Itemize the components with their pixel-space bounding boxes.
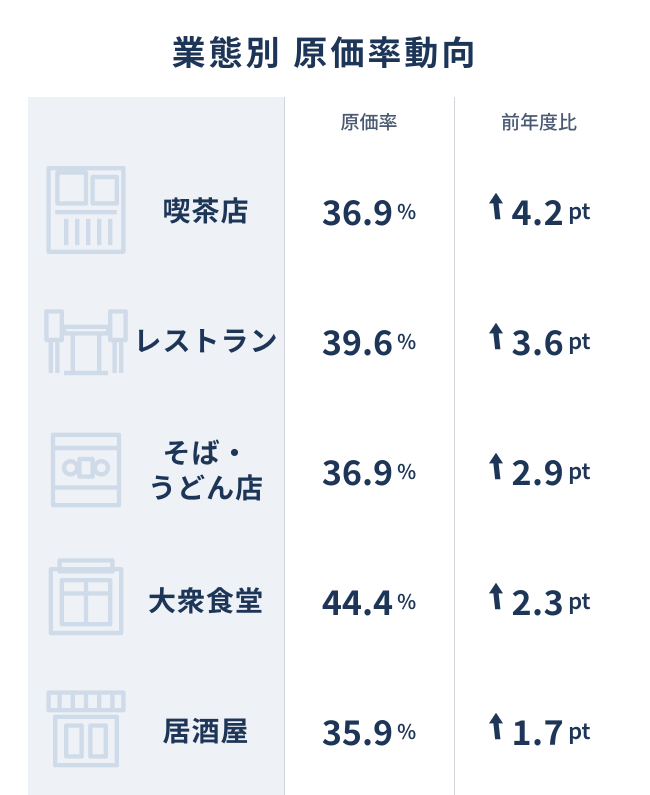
rate-cell-izakaya: 35.9%: [284, 665, 454, 795]
rate-cell-restaurant: 39.6%: [284, 275, 454, 405]
header-delta: 前年度比: [454, 97, 624, 145]
header-rate: 原価率: [284, 97, 454, 145]
trend-arrow-icon: [487, 321, 505, 356]
delta-unit: pt: [568, 194, 590, 226]
trend-arrow-icon: [487, 191, 505, 226]
diner-icon: [40, 535, 132, 665]
restaurant-icon: [40, 275, 132, 405]
up-arrow-icon: [487, 581, 505, 611]
category-label: レストラン: [132, 323, 284, 358]
rate-cell-soba: 36.9%: [284, 405, 454, 535]
trend-arrow-icon: [487, 451, 505, 486]
delta-value: 1.7: [511, 706, 564, 755]
delta-unit: pt: [568, 584, 590, 616]
up-arrow-icon: [487, 711, 505, 741]
rate-value: 44.4: [322, 576, 393, 625]
header-category-blank: [28, 97, 284, 145]
up-arrow-icon: [487, 321, 505, 351]
page-title: 業態別 原価率動向: [28, 26, 622, 75]
delta-unit: pt: [568, 454, 590, 486]
delta-value: 4.2: [511, 186, 564, 235]
soba-icon: [40, 405, 132, 535]
rate-value: 39.6: [322, 316, 393, 365]
trend-arrow-icon: [487, 581, 505, 616]
category-label: 大衆食堂: [132, 583, 284, 618]
rate-value: 35.9: [322, 706, 393, 755]
izakaya-icon: [40, 665, 132, 795]
column-divider: [284, 97, 285, 795]
rate-unit: %: [397, 586, 416, 615]
delta-cell-restaurant: 3.6pt: [454, 275, 624, 405]
rate-value: 36.9: [322, 186, 393, 235]
column-divider: [454, 97, 455, 795]
category-label: 居酒屋: [132, 713, 284, 748]
rate-value: 36.9: [322, 446, 393, 495]
rate-unit: %: [397, 716, 416, 745]
category-label: そば・ うどん店: [132, 435, 284, 505]
category-label: 喫茶店: [132, 193, 284, 228]
up-arrow-icon: [487, 191, 505, 221]
delta-cell-soba: 2.9pt: [454, 405, 624, 535]
category-cell-cafe: 喫茶店: [28, 145, 284, 275]
cost-rate-table: 原価率 前年度比 喫茶店36.9% 4.2pt レストラン39.6% 3.6pt…: [28, 97, 622, 795]
delta-value: 3.6: [511, 316, 564, 365]
rate-unit: %: [397, 196, 416, 225]
delta-value: 2.3: [511, 576, 564, 625]
delta-cell-izakaya: 1.7pt: [454, 665, 624, 795]
cafe-icon: [40, 145, 132, 275]
infographic-root: 業態別 原価率動向 原価率 前年度比 喫茶店36.9% 4.2pt レストラン3…: [0, 0, 650, 795]
category-cell-izakaya: 居酒屋: [28, 665, 284, 795]
up-arrow-icon: [487, 451, 505, 481]
category-cell-restaurant: レストラン: [28, 275, 284, 405]
rate-cell-diner: 44.4%: [284, 535, 454, 665]
rate-unit: %: [397, 456, 416, 485]
trend-arrow-icon: [487, 711, 505, 746]
delta-unit: pt: [568, 324, 590, 356]
category-cell-diner: 大衆食堂: [28, 535, 284, 665]
delta-cell-diner: 2.3pt: [454, 535, 624, 665]
rate-unit: %: [397, 326, 416, 355]
delta-cell-cafe: 4.2pt: [454, 145, 624, 275]
rate-cell-cafe: 36.9%: [284, 145, 454, 275]
delta-value: 2.9: [511, 446, 564, 495]
category-cell-soba: そば・ うどん店: [28, 405, 284, 535]
delta-unit: pt: [568, 714, 590, 746]
